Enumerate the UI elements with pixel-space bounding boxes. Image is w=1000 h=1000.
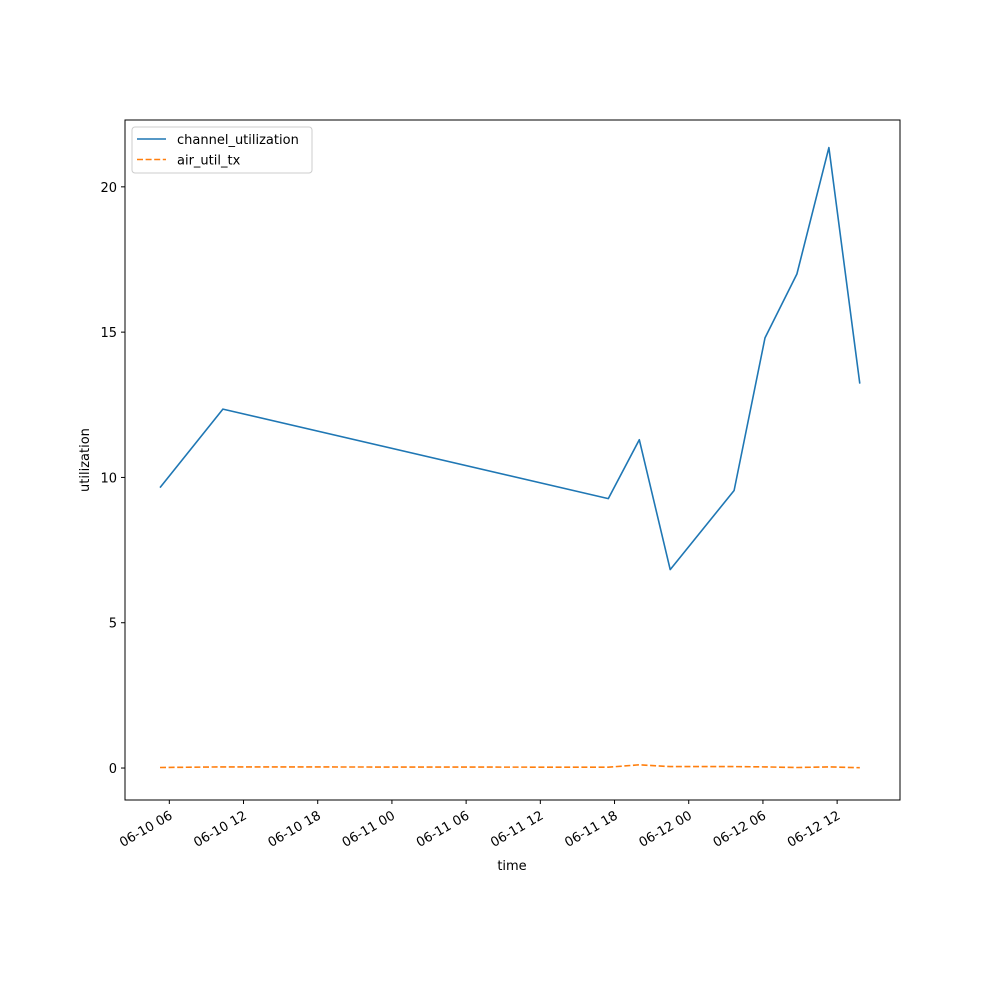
y-tick-label: 10 xyxy=(100,471,117,486)
y-tick-label: 5 xyxy=(109,617,117,632)
series-layer xyxy=(159,146,861,769)
legend-label-channel_utilization: channel_utilization xyxy=(177,133,299,148)
y-axis-label: utilization xyxy=(78,428,93,492)
x-axis-label: time xyxy=(497,859,526,874)
y-tick-label: 0 xyxy=(109,762,117,777)
legend-box xyxy=(131,126,313,174)
plot-frame xyxy=(124,119,901,801)
y-tick-label: 15 xyxy=(100,326,117,341)
legend-label-air_util_tx: air_util_tx xyxy=(177,154,241,169)
legend: channel_utilization air_util_tx xyxy=(131,126,313,174)
series-line-channel_utilization xyxy=(159,146,861,571)
plot-area xyxy=(125,120,900,800)
y-tick-label: 20 xyxy=(100,181,117,196)
series-line-air_util_tx xyxy=(159,763,860,769)
